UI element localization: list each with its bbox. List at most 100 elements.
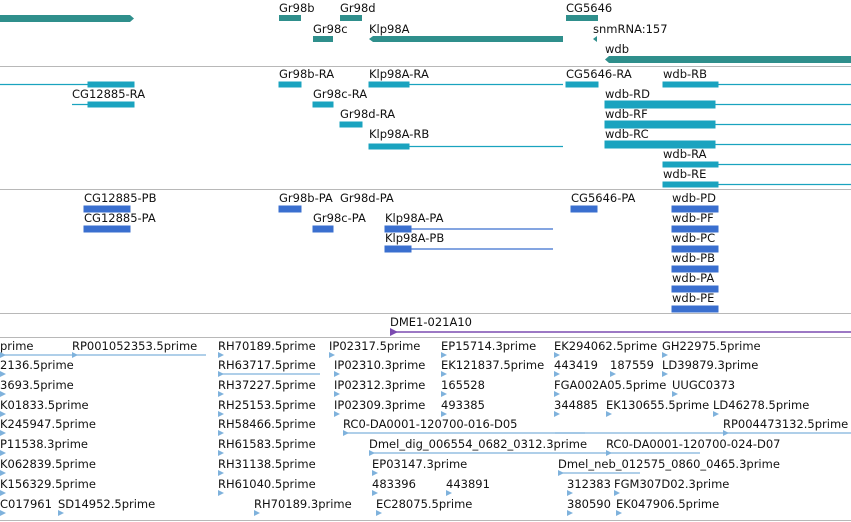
feature-label[interactable]: wdb [605,42,630,56]
feature-label[interactable]: wdb-RD [605,87,651,101]
feature-label[interactable]: CG5646-RA [566,67,632,81]
feature-label[interactable]: Gr98d-RA [340,107,396,121]
feature-label[interactable]: Klp98A [369,22,410,36]
feature-label[interactable]: RH37227.5prime [218,378,316,392]
feature-label[interactable]: wdb-RA [663,147,707,161]
feature-label[interactable]: 493385 [441,398,485,412]
feature-label[interactable]: IP02312.3prime [334,378,426,392]
feature-label[interactable]: prime [0,339,34,353]
transcript-gr98b-ra[interactable] [278,81,302,88]
protein-cg12885-pa[interactable] [83,225,131,233]
feature-label[interactable]: 312383 [567,477,611,491]
transcript-gr98d-ra[interactable] [339,121,363,128]
feature-label[interactable]: RC0-DA0001-120700-016-D05 [343,417,518,431]
feature-label[interactable]: IP02317.5prime [329,339,421,353]
feature-label[interactable]: wdb-RF [605,107,648,121]
gene-gr98b-bar[interactable] [279,15,301,21]
feature-label[interactable]: CG5646 [566,1,613,15]
feature-label[interactable]: SD14952.5prime [58,497,156,511]
feature-label[interactable]: IP02310.3prime [334,358,426,372]
feature-label[interactable]: RH61040.5prime [218,477,316,491]
feature-label[interactable]: RH61583.5prime [218,437,316,451]
feature-label[interactable]: K01833.5prime [0,398,89,412]
feature-label[interactable]: Gr98b-PA [279,191,333,205]
transcript-gr98c-ra[interactable] [312,101,334,108]
feature-label[interactable]: wdb-PF [672,211,714,225]
feature-label[interactable]: EC28075.5prime [376,497,473,511]
feature-label[interactable]: Klp98A-PB [385,231,445,245]
gene-gr98c-bar[interactable] [313,36,333,42]
feature-label[interactable]: Klp98A-RA [369,67,429,81]
feature-label[interactable]: LD39879.3prime [662,358,759,372]
protein-wdb-pe[interactable] [671,305,719,313]
gene-wdb-bar[interactable] [605,56,851,63]
feature-label[interactable]: RH70189.3prime [254,497,352,511]
feature-label[interactable]: EP03147.3prime [372,457,468,471]
feature-label[interactable]: GH22975.5prime [662,339,761,353]
feature-label[interactable]: Gr98b [279,1,315,15]
feature-label[interactable]: RH70189.5prime [218,339,316,353]
feature-label[interactable]: K062839.5prime [0,457,96,471]
feature-label[interactable]: CG12885-RA [72,87,146,101]
feature-label[interactable]: Gr98c-PA [313,211,366,225]
feature-label[interactable]: K245947.5prime [0,417,96,431]
feature-label[interactable]: CG12885-PB [84,191,157,205]
feature-label[interactable]: EK294062.5prime [554,339,658,353]
feature-label[interactable]: Klp98A-RB [369,127,430,141]
feature-label[interactable]: wdb-RE [663,167,707,181]
feature-label[interactable]: Gr98d-PA [340,191,394,205]
feature-label[interactable]: wdb-PD [672,191,716,205]
feature-label[interactable]: wdb-RB [663,67,708,81]
feature-label[interactable]: 483396 [372,477,416,491]
feature-label[interactable]: snmRNA:157 [593,22,668,36]
feature-label[interactable]: CG5646-PA [571,191,636,205]
feature-label[interactable]: LD46278.5prime [713,398,810,412]
feature-label[interactable]: RC0-DA0001-120700-024-D07 [606,437,781,451]
gene-cg12885-bar[interactable] [0,15,134,22]
feature-label[interactable]: DME1-021A10 [390,315,472,329]
feature-label[interactable]: RP004473132.5prime [723,417,849,431]
feature-label[interactable]: RH58466.5prime [218,417,316,431]
feature-label[interactable]: Dmel_dig_006554_0682_0312.3prime [369,437,588,451]
feature-label[interactable]: Klp98A-PA [385,211,444,225]
feature-label[interactable]: wdb-RC [605,127,649,141]
feature-label[interactable]: 3693.5prime [0,378,74,392]
feature-label[interactable]: 187559 [610,358,654,372]
feature-label[interactable]: 344885 [554,398,598,412]
feature-label[interactable]: 2136.5prime [0,358,74,372]
feature-label[interactable]: RH31138.5prime [218,457,316,471]
gene-snmrna157-bar[interactable] [593,36,597,42]
feature-label[interactable]: P11538.3prime [0,437,88,451]
feature-label[interactable]: Gr98d [340,1,376,15]
feature-label[interactable]: Dmel_neb_012575_0860_0465.3prime [558,457,780,471]
feature-label[interactable]: RH25153.5prime [218,398,316,412]
feature-label[interactable]: CG12885-PA [84,211,156,225]
feature-label[interactable]: 443891 [446,477,490,491]
feature-label[interactable]: RP001052353.5prime [72,339,198,353]
feature-label[interactable]: 380590 [567,497,611,511]
gene-gr98d-bar[interactable] [340,15,362,21]
feature-label[interactable]: UUGC0373 [672,378,736,392]
feature-label[interactable]: 165528 [441,378,485,392]
feature-label[interactable]: 443419 [554,358,598,372]
gene-cg5646-bar[interactable] [566,15,598,21]
feature-label[interactable]: wdb-PC [672,231,716,245]
feature-label[interactable]: FGA002A05.5prime [554,378,667,392]
feature-label[interactable]: wdb-PE [672,291,715,305]
feature-label[interactable]: C017961 [0,497,52,511]
feature-label[interactable]: Gr98c-RA [313,87,368,101]
feature-label[interactable]: K156329.5prime [0,477,96,491]
feature-label[interactable]: EK047906.5prime [616,497,720,511]
feature-label[interactable]: Gr98b-RA [279,67,335,81]
transcript-cg5646-ra[interactable] [565,81,599,88]
feature-label[interactable]: wdb-PA [672,271,715,285]
feature-label[interactable]: EK121837.5prime [441,358,545,372]
feature-label[interactable]: wdb-PB [672,251,715,265]
feature-label[interactable]: EP15714.3prime [441,339,537,353]
feature-label[interactable]: FGM307D02.3prime [614,477,730,491]
feature-label[interactable]: Gr98c [313,22,348,36]
gene-klp98a-bar[interactable] [369,36,563,42]
feature-label[interactable]: IP02309.3prime [334,398,426,412]
feature-label[interactable]: EK130655.5prime [606,398,710,412]
feature-label[interactable]: RH63717.5prime [218,358,316,372]
